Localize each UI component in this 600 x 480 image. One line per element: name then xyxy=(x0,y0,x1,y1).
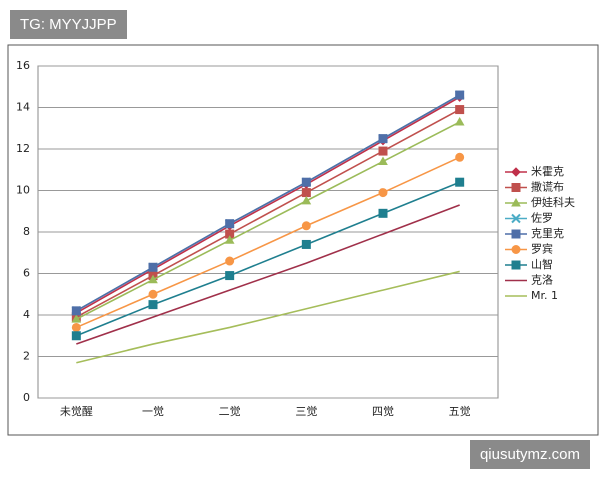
watermark: TG: MYYJJPP xyxy=(10,10,127,39)
series-line xyxy=(75,94,461,312)
y-tick-label: 2 xyxy=(23,350,30,363)
marker xyxy=(225,256,235,266)
y-tick-label: 8 xyxy=(23,225,30,238)
series-line xyxy=(75,108,461,318)
series-line xyxy=(76,270,460,364)
series-line xyxy=(75,96,461,314)
marker xyxy=(301,188,311,198)
marker xyxy=(378,188,388,198)
marker xyxy=(148,289,158,299)
watermark: qiusutymz.com xyxy=(469,440,590,469)
y-tick-label: 12 xyxy=(16,142,30,155)
marker xyxy=(378,134,388,144)
y-tick-label: 16 xyxy=(16,59,30,72)
series-line xyxy=(76,204,460,345)
legend-label: 佐罗 xyxy=(531,211,553,225)
marker xyxy=(225,271,235,281)
series-line xyxy=(76,181,460,337)
marker xyxy=(148,300,158,310)
legend-label: 克里克 xyxy=(531,227,564,240)
marker xyxy=(511,245,521,254)
marker xyxy=(71,331,81,341)
marker xyxy=(455,177,465,187)
marker xyxy=(71,314,82,323)
marker xyxy=(454,117,465,126)
marker xyxy=(301,239,311,249)
marker xyxy=(511,167,521,177)
marker xyxy=(511,183,521,192)
y-tick-label: 14 xyxy=(16,101,30,114)
marker xyxy=(511,213,521,224)
marker xyxy=(71,306,81,316)
marker xyxy=(455,105,465,115)
y-tick-label: 10 xyxy=(16,184,30,197)
marker xyxy=(378,146,388,156)
x-tick-label: 三觉 xyxy=(295,405,317,418)
marker xyxy=(455,90,465,100)
marker xyxy=(225,219,235,229)
x-tick-label: 四觉 xyxy=(372,405,394,418)
marker xyxy=(511,260,521,270)
legend-label: 米霍克 xyxy=(531,165,564,178)
x-tick-label: 五觉 xyxy=(449,405,471,418)
marker xyxy=(378,156,388,165)
marker xyxy=(301,177,311,187)
marker xyxy=(301,195,312,205)
marker xyxy=(511,197,521,207)
y-tick-label: 0 xyxy=(23,391,30,404)
legend-label: 伊娃科夫 xyxy=(531,195,575,209)
y-tick-label: 4 xyxy=(23,308,30,321)
marker xyxy=(71,322,81,332)
marker xyxy=(378,208,388,218)
y-tick-label: 6 xyxy=(23,267,30,280)
legend-label: 克洛 xyxy=(531,273,553,287)
x-tick-label: 二觉 xyxy=(219,405,241,418)
legend-label: Mr. 1 xyxy=(531,289,558,302)
marker xyxy=(301,221,311,231)
x-tick-label: 未觉醒 xyxy=(60,405,93,418)
legend-label: 罗宾 xyxy=(531,242,553,256)
x-tick-label: 一觉 xyxy=(142,405,164,418)
legend-label: 山智 xyxy=(531,257,553,271)
marker xyxy=(148,274,158,284)
marker xyxy=(511,229,521,239)
series-line xyxy=(76,156,461,329)
marker xyxy=(148,262,158,272)
series-line xyxy=(75,121,461,320)
legend-label: 撒谎布 xyxy=(531,180,564,194)
marker xyxy=(455,152,465,162)
marker xyxy=(224,235,235,244)
